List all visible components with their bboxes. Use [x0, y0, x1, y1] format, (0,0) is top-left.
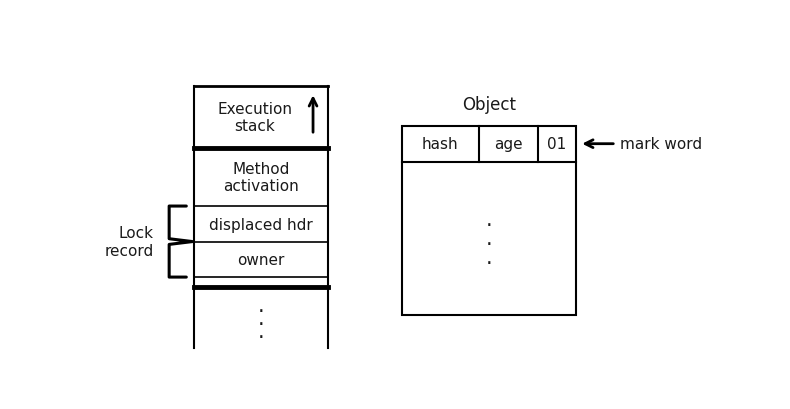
Text: .: . — [486, 210, 492, 230]
Text: .: . — [258, 321, 265, 341]
Text: .: . — [258, 308, 265, 328]
Text: Object: Object — [462, 96, 516, 114]
Bar — [402, 126, 576, 315]
Text: displaced hdr: displaced hdr — [209, 217, 313, 232]
Text: age: age — [494, 137, 522, 152]
Text: .: . — [486, 229, 492, 249]
Text: .: . — [258, 296, 265, 316]
Text: Lock
record: Lock record — [104, 226, 154, 258]
Text: .: . — [486, 248, 492, 268]
Text: 01: 01 — [547, 137, 566, 152]
Text: hash: hash — [422, 137, 458, 152]
Text: owner: owner — [237, 253, 284, 267]
Text: Method
activation: Method activation — [223, 161, 299, 193]
Text: mark word: mark word — [620, 137, 702, 152]
Text: Execution
stack: Execution stack — [217, 101, 292, 134]
